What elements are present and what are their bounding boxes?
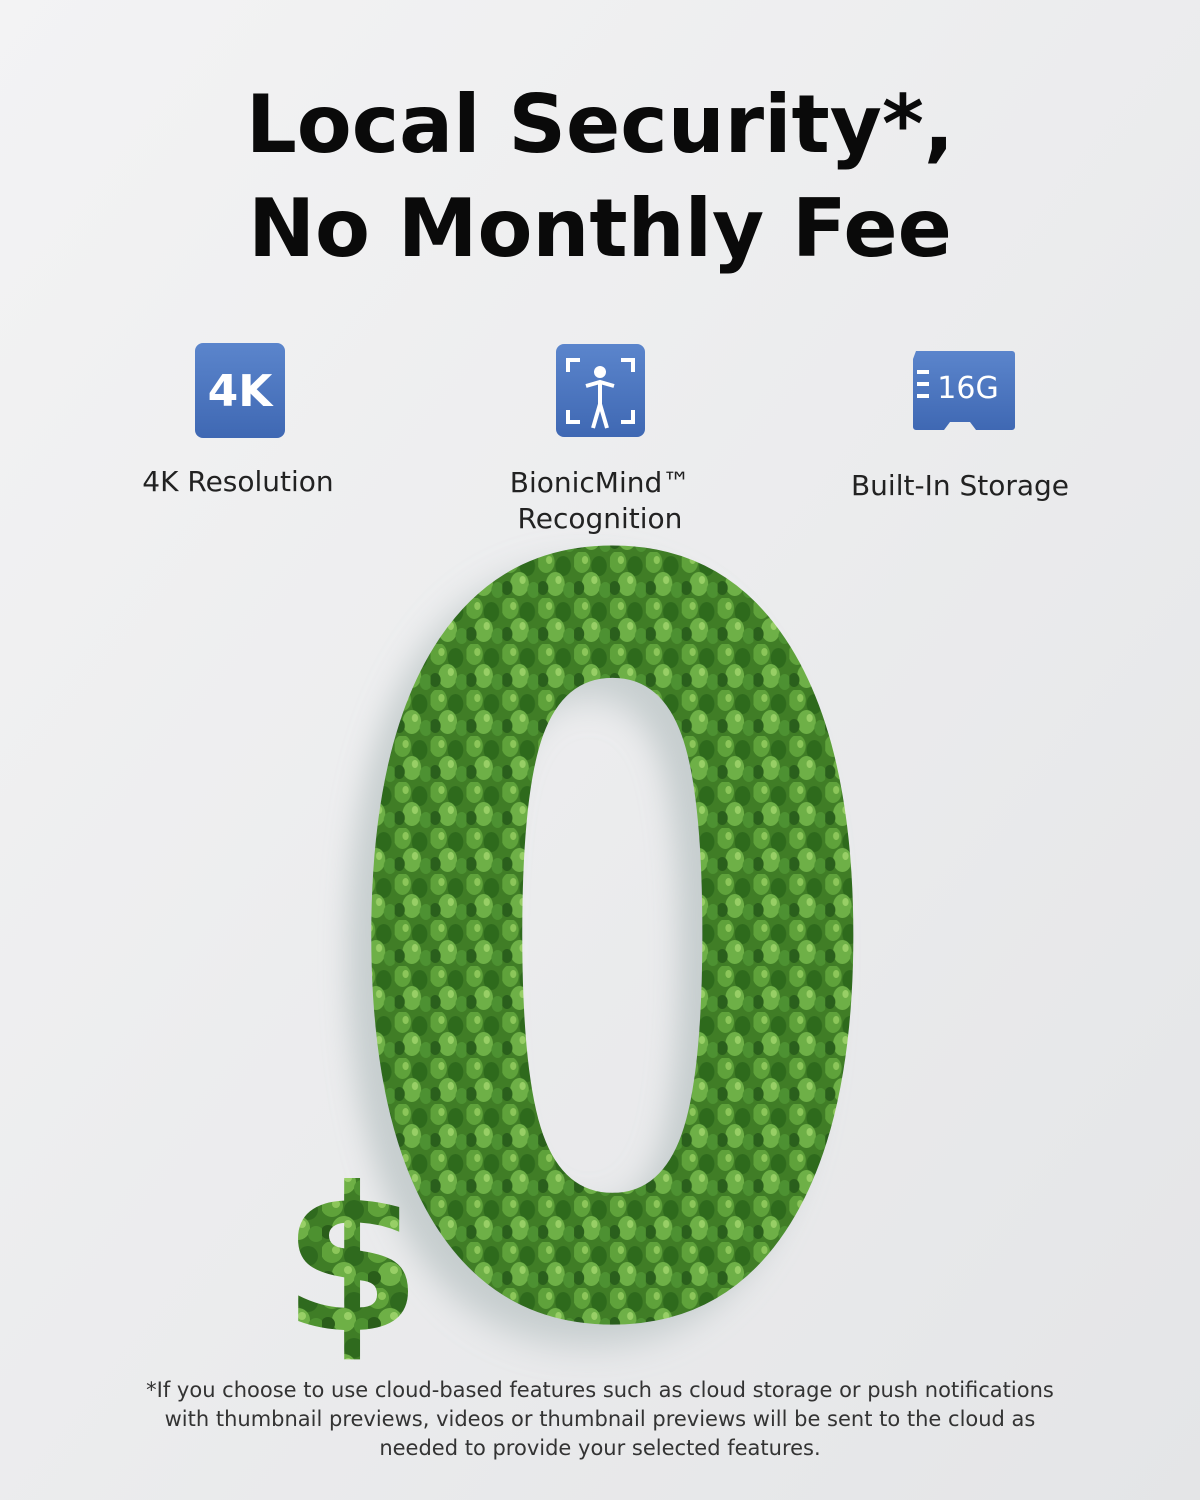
feature-4k: 4K 4K Resolution [142, 343, 334, 498]
feature-label: 4K Resolution [142, 465, 333, 498]
title-line: No Monthly Fee [248, 182, 952, 275]
icon-glyph [566, 358, 635, 429]
feature-recognition: BionicMind™ Recognition [510, 344, 691, 535]
feature-storage: 16G Built-In Storage [851, 351, 1069, 502]
dollar-graphic: $ [282, 1145, 421, 1378]
title-line: Local Security*, [246, 78, 954, 171]
icon [195, 343, 285, 438]
footnote-line: with thumbnail previews, videos or thumb… [165, 1407, 1036, 1431]
feature-label: BionicMind™ [510, 466, 691, 499]
footnote-line: needed to provide your selected features… [379, 1436, 820, 1460]
icon [913, 351, 1015, 430]
icon-glyph [917, 370, 929, 398]
zero-graphic: 0 [333, 354, 892, 1500]
icon-text: 16G [937, 371, 998, 406]
icon-text: 4K [208, 366, 275, 417]
feature-label: Built-In Storage [851, 469, 1069, 502]
feature-label: Recognition [518, 502, 683, 535]
footnote-line: *If you choose to use cloud-based featur… [146, 1378, 1054, 1402]
